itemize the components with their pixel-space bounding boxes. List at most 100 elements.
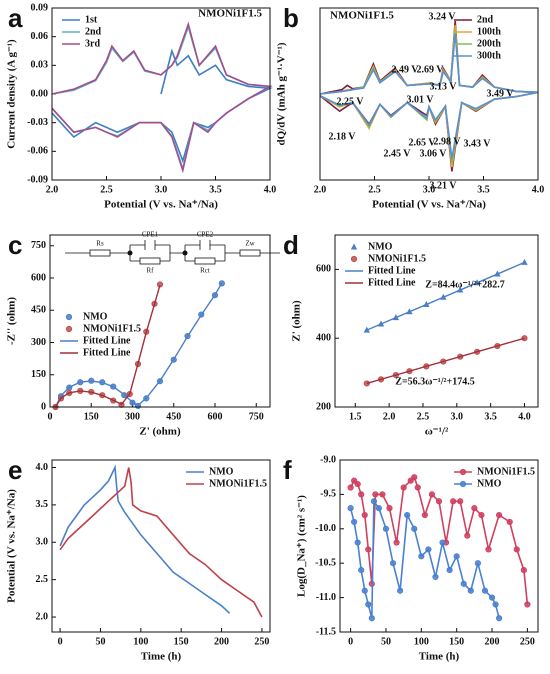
x-tick-label: 3.5	[209, 184, 222, 195]
annotation: 3.24 V	[428, 11, 456, 22]
y-tick-label: 450	[31, 305, 46, 316]
circuit-label: Zw	[245, 240, 255, 248]
marker	[478, 511, 485, 519]
x-tick-label: 3.5	[477, 184, 490, 195]
marker	[397, 587, 404, 594]
legend-label: NMO	[83, 311, 108, 322]
y-tick-label: -9.5	[320, 489, 336, 500]
plot-frame	[319, 7, 539, 181]
annotation: 3.43 V	[463, 138, 491, 149]
marker	[386, 505, 393, 512]
legend-label: NMO	[368, 241, 393, 252]
y-tick-label: 0.09	[31, 2, 49, 13]
marker	[347, 484, 354, 491]
y-tick-label: 2.0	[36, 611, 49, 622]
marker	[464, 532, 471, 539]
y-tick-label: 750	[31, 240, 46, 251]
x-tick-label: 50	[381, 636, 391, 647]
x-tick-label: 200	[485, 636, 500, 647]
marker	[513, 546, 520, 553]
legend-label: NMO	[477, 478, 502, 489]
y-axis-label: Current density (A g⁻¹)	[6, 39, 18, 149]
y-tick-label: 3.0	[36, 537, 49, 548]
node	[127, 250, 133, 256]
marker	[496, 615, 503, 622]
y-axis-label: Potential (V vs. Na⁺/Na)	[6, 489, 18, 603]
marker	[474, 560, 481, 567]
marker	[471, 505, 478, 512]
x-tick-label: 250	[254, 636, 269, 647]
annotation: 3.13 V	[429, 81, 457, 92]
legend-label: 200th	[477, 38, 501, 49]
legend-label: 1st	[85, 14, 98, 25]
y-tick-label: 0	[41, 401, 46, 412]
x-tick-label: 600	[208, 411, 223, 422]
marker	[414, 484, 421, 491]
marker	[350, 243, 358, 250]
x-tick-label: 3.0	[423, 184, 436, 195]
marker	[460, 580, 467, 587]
series-line	[366, 261, 525, 331]
y-tick-label: 0.00	[31, 88, 49, 99]
x-axis-label: Time (h)	[419, 651, 460, 663]
y-axis-label: -Z'' (ohm)	[6, 297, 18, 345]
panel-label: b	[283, 3, 299, 33]
plot-frame	[49, 234, 271, 408]
node	[182, 250, 188, 256]
series-line	[319, 33, 539, 159]
marker	[492, 601, 499, 608]
plot-frame	[51, 459, 271, 633]
panel-label: a	[8, 3, 23, 33]
panel-label: f	[283, 455, 292, 485]
x-tick-label: 1.5	[349, 411, 362, 422]
x-tick-label: 150	[174, 636, 189, 647]
marker	[459, 480, 467, 488]
x-axis-label: Z' (ohm)	[139, 426, 181, 438]
x-tick-label: 2.0	[383, 411, 396, 422]
marker	[459, 468, 467, 476]
y-tick-label: -0.06	[27, 146, 48, 157]
marker	[411, 525, 418, 532]
resistor	[194, 257, 216, 265]
marker	[457, 498, 464, 505]
marker	[361, 511, 368, 519]
resistor	[89, 249, 111, 257]
marker	[370, 498, 378, 505]
x-tick-label: 2.5	[368, 184, 381, 195]
x-tick-label: 450	[166, 411, 181, 422]
y-tick-label: 300	[31, 337, 46, 348]
panel-label: c	[8, 230, 22, 260]
plot-frame	[339, 459, 539, 633]
y-tick-label: 150	[31, 369, 46, 380]
x-tick-label: 50	[95, 636, 105, 647]
y-tick-label: -0.03	[27, 117, 48, 128]
y-axis-label: Z' (ohm)	[291, 300, 303, 342]
y-axis-label: dQ/dV (mAh g⁻¹·V⁻¹)	[276, 42, 288, 145]
plot-frame	[51, 7, 271, 181]
marker	[485, 546, 492, 553]
y-tick-label: 4.0	[36, 462, 49, 473]
annotation: 2.65 V	[408, 137, 436, 148]
y-tick-label: -9.0	[320, 454, 336, 465]
marker	[363, 380, 370, 387]
legend-label: 3rd	[85, 38, 100, 49]
x-axis-label: Potential (V vs. Na⁺/Na)	[372, 199, 486, 211]
y-tick-label: 0.03	[31, 60, 49, 71]
marker	[361, 587, 368, 594]
legend-label: NMONi1F1.5	[209, 478, 267, 489]
annotation: 2.49 V	[391, 64, 419, 75]
marker	[365, 546, 372, 553]
warburg	[239, 249, 261, 257]
marker	[358, 566, 365, 574]
marker	[400, 484, 407, 491]
marker	[365, 601, 372, 608]
marker	[351, 518, 358, 526]
series-line	[51, 21, 273, 174]
marker	[372, 491, 379, 498]
marker	[446, 566, 453, 574]
x-tick-label: 100	[133, 636, 148, 647]
legend-label: Fitted Line	[83, 335, 131, 346]
x-tick-label: 4.0	[518, 411, 531, 422]
legend-label: Fitted Line	[368, 265, 416, 276]
